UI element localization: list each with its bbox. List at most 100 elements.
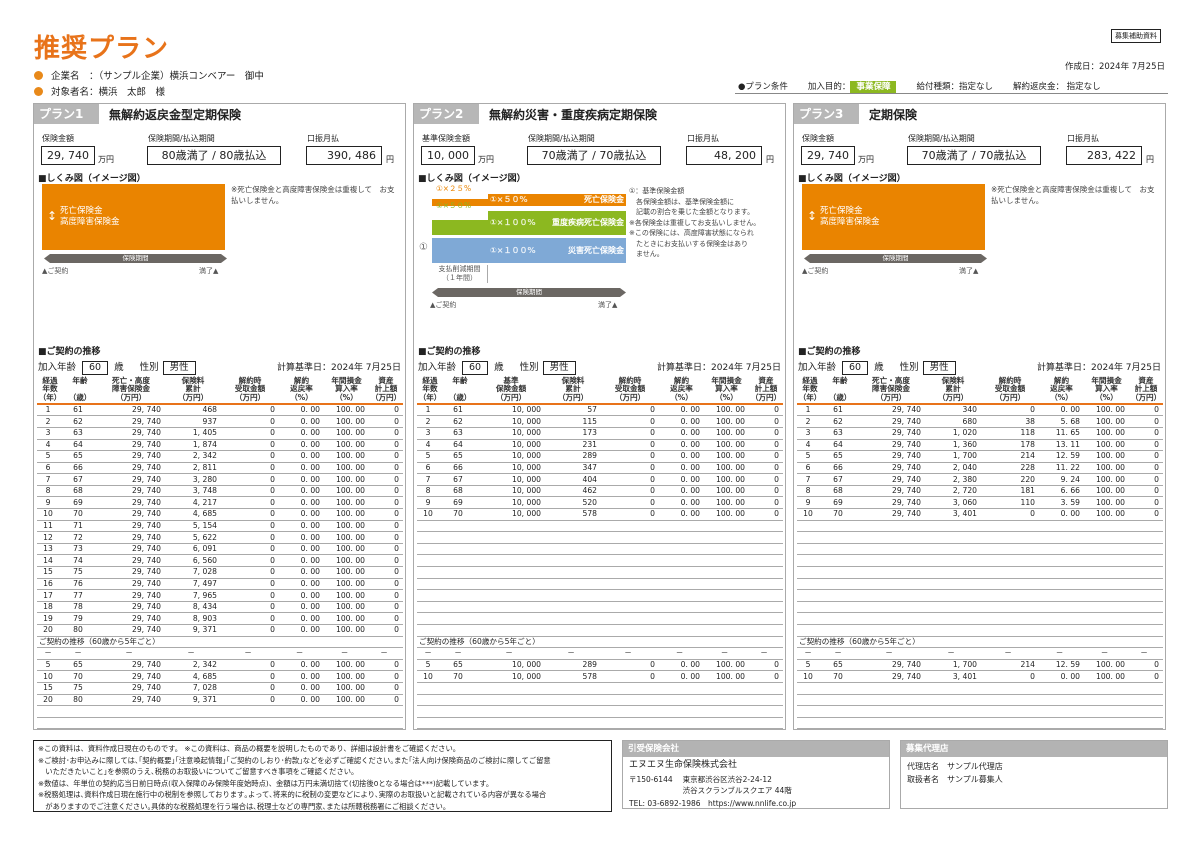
empty-cell [443,554,477,568]
amount-value: 29, 740 [41,146,95,165]
calc-date: 計算基準日：2024年 7月25日 [277,363,401,373]
cell: 0 [369,624,403,637]
age-label: 加入年齢 [38,362,77,373]
empty-cell [797,554,823,568]
cell: 100. 00 [1084,485,1129,498]
empty-cell [477,543,545,556]
cell: 0. 00 [279,566,324,579]
cell: 0 [1129,496,1163,510]
cell: 100. 00 [324,659,369,672]
dash: － [659,647,704,660]
contract-start: ▲ご契約 [42,267,69,275]
column-header: 資産 計上額 （万円） [370,376,402,402]
empty-cell [443,612,477,625]
empty-row [797,682,1163,695]
empty-cell [659,624,704,637]
empty-cell [925,705,981,718]
empty-cell [417,578,443,591]
cell: 80 [63,624,97,637]
table-row: 8 68 29, 740 3, 748 0 0. 00 100. 00 0 [37,485,403,498]
empty-row [417,682,783,695]
cell: 3, 401 [925,508,981,521]
cell: 4 [417,439,443,452]
death-benefit-label: 死亡保険金 [820,206,863,216]
five-year-title: ご契約の推移（60歳から5年ごと） [37,636,403,649]
empty-cell [749,601,783,614]
cell: 0 [369,439,403,452]
bullet-icon [34,87,43,96]
empty-cell [823,543,857,556]
cell: 100. 00 [324,566,369,579]
cell: 29, 740 [97,508,165,521]
table-row: 16 76 29, 740 7, 497 0 0. 00 100. 00 0 [37,578,403,591]
empty-cell [477,682,545,695]
cell: 100. 00 [1084,450,1129,463]
empty-row [417,566,783,579]
cell: 0 [221,554,279,568]
cell: 0. 00 [279,543,324,556]
cell: 68 [443,485,477,498]
empty-cell [477,578,545,591]
cell: 100. 00 [704,439,749,452]
empty-cell [1129,717,1163,730]
amount-label: 保険金額 [42,134,74,143]
cell: 2, 342 [165,450,221,463]
cell: 70 [63,508,97,521]
empty-cell [797,601,823,614]
cell: 4, 685 [165,670,221,683]
table-row: 5 65 29, 740 2, 342 0 0. 00 100. 00 0 [37,659,403,672]
empty-row [797,554,1163,568]
empty-cell [981,589,1039,602]
cell: 0 [221,473,279,486]
empty-cell [659,717,704,730]
cell: 29, 740 [97,531,165,544]
cell: 0 [1129,415,1163,428]
empty-cell [981,717,1039,730]
cell: 0. 00 [279,450,324,463]
cell: 70 [823,508,857,521]
empty-cell [857,566,925,579]
cell: 100. 00 [324,624,369,637]
cell: 0 [749,670,783,683]
table-row: 6 66 10, 000 347 0 0. 00 100. 00 0 [417,462,783,475]
cell: 0. 00 [279,601,324,614]
empty-cell [477,705,545,718]
cell: 29, 740 [97,624,165,637]
empty-cell [369,717,403,730]
empty-row [37,705,403,718]
empty-cell [1084,578,1129,591]
empty-cell [857,601,925,614]
empty-cell [1039,705,1084,718]
dash: － [443,647,477,660]
cell: 12. 59 [1039,659,1084,672]
empty-cell [165,717,221,730]
cell: 0. 00 [659,485,704,498]
cell: 9 [37,496,63,510]
empty-cell [417,717,443,730]
cell: 100. 00 [324,694,369,707]
empty-cell [1129,612,1163,625]
cell: 9, 371 [165,694,221,707]
empty-cell [981,694,1039,707]
empty-cell [704,589,749,602]
empty-cell [749,612,783,625]
empty-cell [659,578,704,591]
empty-cell [1039,520,1084,533]
cell: 67 [823,473,857,486]
column-header: 年間損金 算入率 （%） [1091,376,1122,402]
cell: 63 [443,427,477,440]
cell: 100. 00 [704,450,749,463]
cell: 0. 00 [279,415,324,428]
empty-cell [704,554,749,568]
table-row: 17 77 29, 740 7, 965 0 0. 00 100. 00 0 [37,589,403,602]
empty-cell [1084,624,1129,637]
empty-cell [1129,589,1163,602]
empty-cell [417,554,443,568]
empty-cell [601,694,659,707]
empty-row [417,717,783,730]
cell: 0 [1129,485,1163,498]
cell: 100. 00 [324,485,369,498]
cell: 0 [369,531,403,544]
cell: 66 [63,462,97,475]
cell: 66 [443,462,477,475]
